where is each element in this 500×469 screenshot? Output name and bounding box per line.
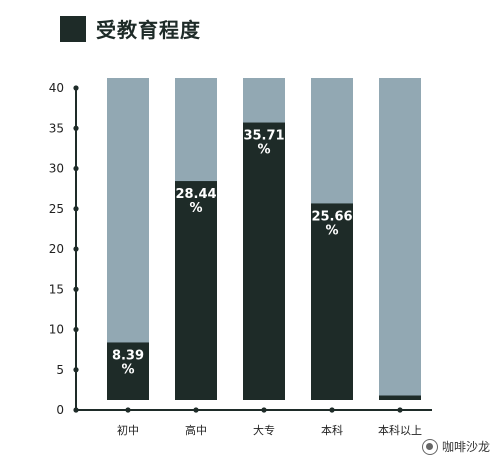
y-tick-dot-4 [73,246,79,252]
x-tick-label-0: 初中 [117,423,139,437]
x-tick-label-4: 本科以上 [378,423,422,437]
x-tick-dot-0 [125,407,131,413]
y-tick-label-2: 10 [49,323,64,337]
x-tick-dot-1 [193,407,199,413]
y-tick-label-6: 30 [49,162,64,176]
y-tick-dot-2 [73,326,79,333]
y-tick-label-3: 15 [49,282,64,296]
y-tick-label-1: 5 [56,363,64,377]
y-tick-dot-8 [73,85,79,91]
y-tick-label-8: 40 [49,81,64,95]
x-tick-label-2: 大专 [253,423,275,437]
y-tick-label-0: 0 [56,403,64,417]
bar-4 [379,395,421,400]
watermark: 咖啡沙龙 [421,438,490,455]
bar-3 [311,203,353,400]
x-tick-dot-3 [329,407,335,413]
chart-title-wrap: 受教育程度 [60,14,201,43]
x-tick-label-1: 高中 [185,423,207,437]
y-tick-dot-0 [73,407,79,413]
y-tick-dot-3 [73,286,79,292]
data-label-0-line-0: 8.39 [112,348,144,363]
bar-1 [175,181,217,400]
data-label-2-line-1: % [257,143,270,158]
y-tick-label-4: 20 [49,242,64,256]
bar-2 [243,122,285,401]
wechat-icon [421,438,438,455]
x-tick-dot-4 [397,407,403,413]
data-label-0-line-1: % [121,362,134,377]
chart-title: 受教育程度 [96,18,201,42]
x-tick-label-3: 本科 [321,423,343,437]
x-tick-dot-2 [261,407,267,413]
y-tick-dot-6 [73,165,79,172]
data-label-2-line-0: 35.71 [243,129,284,144]
y-tick-dot-7 [73,125,79,131]
bar-background-4 [379,78,421,400]
data-label-4-line-1: % [393,416,406,431]
y-tick-label-7: 35 [49,121,64,135]
bar-0 [107,342,149,400]
data-label-1-line-0: 28.44 [175,187,216,202]
y-tick-dot-1 [73,367,79,373]
title-square-icon [60,15,86,42]
watermark-text: 咖啡沙龙 [441,440,490,454]
y-tick-dot-5 [73,206,79,212]
y-tick-label-5: 25 [49,202,64,216]
data-label-3-line-1: % [325,223,338,238]
data-label-3-line-0: 25.66 [311,209,352,224]
data-label-1-line-1: % [189,201,202,216]
